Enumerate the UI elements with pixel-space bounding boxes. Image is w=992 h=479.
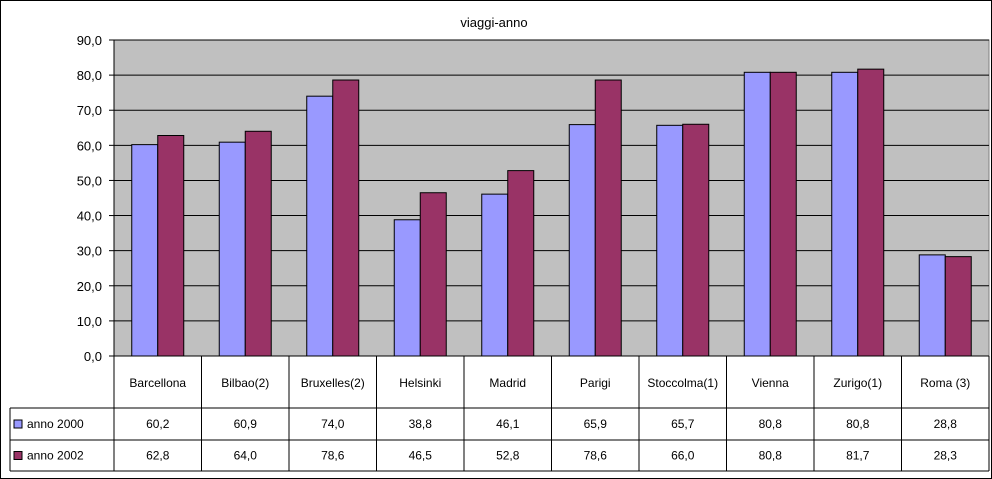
data-table-cell: 66,0: [671, 449, 695, 463]
bar-anno-2002: [332, 79, 360, 357]
legend-label: anno 2000: [27, 417, 84, 431]
y-tick-label: 0,0: [84, 349, 102, 364]
bar-anno-2000: [918, 254, 946, 357]
chart-title: viaggi-anno: [460, 15, 527, 30]
bar-anno-2000: [656, 124, 684, 357]
bar-anno-2002: [857, 68, 885, 357]
data-table-cell: 28,3: [934, 449, 958, 463]
data-table-cell: 80,8: [759, 417, 783, 431]
bar-anno-2000: [306, 95, 334, 357]
y-tick-label: 80,0: [77, 68, 102, 83]
data-table-cell: 74,0: [321, 417, 345, 431]
data-table-cell: 46,1: [496, 417, 520, 431]
y-tick-label: 40,0: [77, 209, 102, 224]
data-table-cell: 81,7: [846, 449, 870, 463]
category-label: Bruxelles(2): [301, 376, 365, 390]
category-label: Stoccolma(1): [647, 376, 718, 390]
bar-anno-2002: [682, 123, 710, 357]
category-label: Barcellona: [129, 376, 186, 390]
y-tick-label: 70,0: [77, 103, 102, 118]
category-label: Madrid: [489, 376, 526, 390]
y-tick-label: 60,0: [77, 138, 102, 153]
bar-anno-2000: [481, 193, 509, 357]
data-table-cell: 65,9: [584, 417, 608, 431]
bar-anno-2002: [507, 170, 535, 357]
data-table-cell: 78,6: [584, 449, 608, 463]
bar-anno-2000: [131, 144, 159, 357]
data-table-cell: 60,2: [146, 417, 170, 431]
bar-anno-2000: [568, 124, 596, 357]
category-label: Helsinki: [399, 376, 441, 390]
bar-anno-2000: [831, 71, 859, 357]
category-label: Vienna: [752, 376, 789, 390]
legend-label: anno 2002: [27, 449, 84, 463]
bar-anno-2002: [419, 192, 447, 357]
category-label: Bilbao(2): [221, 376, 269, 390]
data-table-cell: 28,8: [934, 417, 958, 431]
bar-anno-2000: [218, 141, 246, 357]
data-table-cell: 46,5: [409, 449, 433, 463]
data-table-cell: 52,8: [496, 449, 520, 463]
legend-swatch-anno-2000: [13, 419, 23, 429]
data-table-cell: 62,8: [146, 449, 170, 463]
bar-anno-2000: [393, 219, 421, 357]
data-table-cell: 80,8: [759, 449, 783, 463]
data-table-cell: 80,8: [846, 417, 870, 431]
y-tick-label: 90,0: [77, 33, 102, 48]
category-label: Roma (3): [920, 376, 970, 390]
bar-anno-2002: [594, 79, 622, 357]
bar-anno-2002: [944, 256, 972, 357]
category-label: Parigi: [580, 376, 611, 390]
data-table-cell: 65,7: [671, 417, 695, 431]
bar-anno-2002: [769, 71, 797, 357]
y-tick-label: 50,0: [77, 173, 102, 188]
bar-anno-2002: [157, 135, 185, 357]
data-table-cell: 60,9: [234, 417, 258, 431]
y-tick-label: 20,0: [77, 279, 102, 294]
data-table-cell: 64,0: [234, 449, 258, 463]
legend-swatch-anno-2002: [13, 451, 23, 460]
bar-anno-2000: [743, 71, 771, 357]
y-tick-label: 30,0: [77, 244, 102, 259]
data-table-cell: 78,6: [321, 449, 345, 463]
bar-anno-2002: [244, 130, 272, 357]
data-table-cell: 38,8: [409, 417, 433, 431]
y-tick-label: 10,0: [77, 314, 102, 329]
category-label: Zurigo(1): [833, 376, 882, 390]
